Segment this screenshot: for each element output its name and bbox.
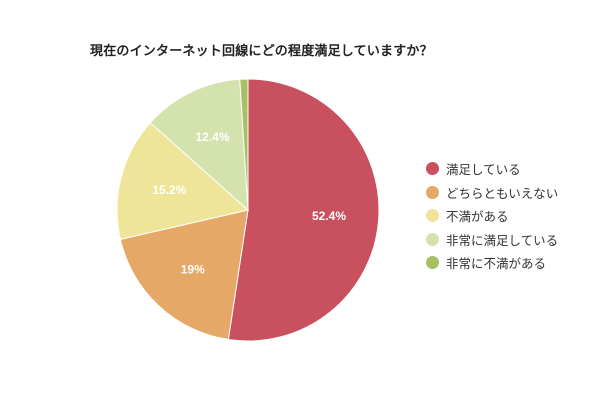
pie-slice[interactable] xyxy=(239,78,249,211)
slice-value-label: 19% xyxy=(181,263,205,277)
legend-item-very-satisfied[interactable]: 非常に満足している xyxy=(426,228,558,252)
legend-dot-icon xyxy=(426,232,439,246)
legend-dot-icon xyxy=(426,209,439,223)
pie-slice[interactable] xyxy=(119,209,249,341)
pie-slice[interactable] xyxy=(227,78,380,342)
slice-value-label: 15.2% xyxy=(152,183,186,197)
pie-slices xyxy=(116,78,380,342)
legend-item-satisfied[interactable]: 満足している xyxy=(426,157,558,181)
pie-slice[interactable] xyxy=(149,78,249,212)
legend-dot-icon xyxy=(426,256,439,270)
legend-label: 非常に不満がある xyxy=(446,256,547,272)
slice-value-label: 52.4% xyxy=(312,209,346,223)
legend-label: 満足している xyxy=(446,162,521,178)
legend-dot-icon xyxy=(426,185,439,199)
legend-item-very-dissatisfied[interactable]: 非常に不満がある xyxy=(426,251,558,275)
legend-label: どちらともいえない xyxy=(446,185,559,201)
pie-slice[interactable] xyxy=(116,122,250,240)
legend: 満足している どちらともいえない 不満がある 非常に満足している 非常に不満があ… xyxy=(426,157,558,275)
legend-item-dissatisfied[interactable]: 不満がある xyxy=(426,204,558,228)
pie-labels: 52.4% 19% 15.2% 12.4% xyxy=(152,130,346,277)
slice-value-label: 12.4% xyxy=(195,130,229,144)
legend-dot-icon xyxy=(426,162,439,176)
legend-label: 非常に満足している xyxy=(446,232,559,248)
chart-title: 現在のインターネット回線にどの程度満足していますか？ xyxy=(90,44,433,59)
legend-label: 不満がある xyxy=(446,209,509,225)
legend-item-neutral[interactable]: どちらともいえない xyxy=(426,181,558,205)
